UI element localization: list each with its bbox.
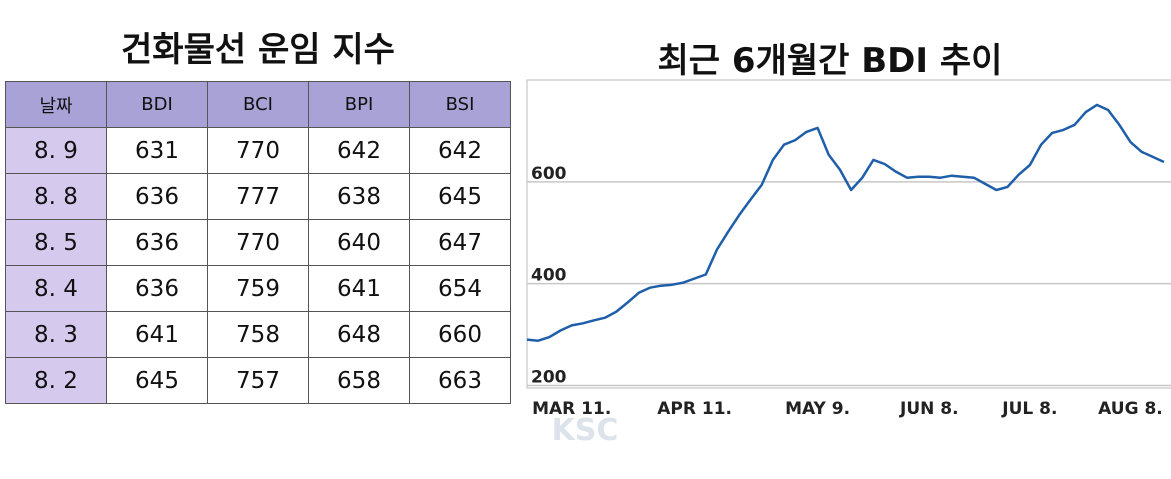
table-row: 8. 3 641 758 648 660 bbox=[5, 311, 511, 358]
header-row: 날짜 BDI BCI BPI BSI bbox=[5, 81, 511, 128]
value-cell: 645 bbox=[106, 357, 208, 404]
index-table: 날짜 BDI BCI BPI BSI 8. 9 631 770 642 642 8. 8 636 777… bbox=[5, 81, 511, 404]
value-cell: 777 bbox=[207, 173, 309, 220]
value-cell: 641 bbox=[308, 265, 410, 312]
value-cell: 770 bbox=[207, 127, 309, 174]
x-tick-label: JUN 8. bbox=[899, 399, 959, 419]
value-cell: 770 bbox=[207, 219, 309, 266]
table-row: 8. 8 636 777 638 645 bbox=[5, 173, 511, 220]
table-row: 8. 4 636 759 641 654 bbox=[5, 265, 511, 312]
x-tick-label: AUG 8. bbox=[1098, 399, 1163, 419]
x-tick-label: JUL 8. bbox=[1001, 399, 1057, 419]
x-tick-label: MAY 9. bbox=[785, 399, 850, 419]
date-cell: 8. 5 bbox=[5, 219, 107, 266]
value-cell: 636 bbox=[106, 173, 208, 220]
y-tick-label: 600 bbox=[531, 164, 567, 184]
table-title: 건화물선 운임 지수 bbox=[121, 30, 395, 70]
plot-frame bbox=[526, 79, 1171, 389]
value-cell: 654 bbox=[409, 265, 511, 312]
date-cell: 8. 3 bbox=[5, 311, 107, 358]
table-row: 8. 9 631 770 642 642 bbox=[5, 127, 511, 174]
value-cell: 645 bbox=[409, 173, 511, 220]
header-cell: 날짜 bbox=[5, 81, 107, 128]
date-cell: 8. 8 bbox=[5, 173, 107, 220]
y-tick-label: 200 bbox=[531, 367, 567, 387]
value-cell: 658 bbox=[308, 357, 410, 404]
value-cell: 642 bbox=[308, 127, 410, 174]
value-cell: 660 bbox=[409, 311, 511, 358]
header-cell: BDI bbox=[106, 81, 208, 128]
header-cell: BPI bbox=[308, 81, 410, 128]
chart-title: 최근 6개월간 BDI 추이 bbox=[658, 41, 1003, 81]
x-tick-label: APR 11. bbox=[657, 399, 732, 419]
date-cell: 8. 9 bbox=[5, 127, 107, 174]
date-cell: 8. 2 bbox=[5, 357, 107, 404]
value-cell: 638 bbox=[308, 173, 410, 220]
table-row: 8. 5 636 770 640 647 bbox=[5, 219, 511, 266]
watermark: KSC bbox=[552, 413, 619, 448]
value-cell: 647 bbox=[409, 219, 511, 266]
value-cell: 757 bbox=[207, 357, 309, 404]
value-cell: 663 bbox=[409, 357, 511, 404]
x-tick-label: MAR 11. bbox=[532, 399, 611, 419]
value-cell: 641 bbox=[106, 311, 208, 358]
value-cell: 631 bbox=[106, 127, 208, 174]
value-cell: 758 bbox=[207, 311, 309, 358]
value-cell: 642 bbox=[409, 127, 511, 174]
header-cell: BSI bbox=[409, 81, 511, 128]
y-tick-label: 400 bbox=[531, 266, 567, 286]
data-line bbox=[526, 103, 1165, 342]
table-row: 8. 2 645 757 658 663 bbox=[5, 357, 511, 404]
